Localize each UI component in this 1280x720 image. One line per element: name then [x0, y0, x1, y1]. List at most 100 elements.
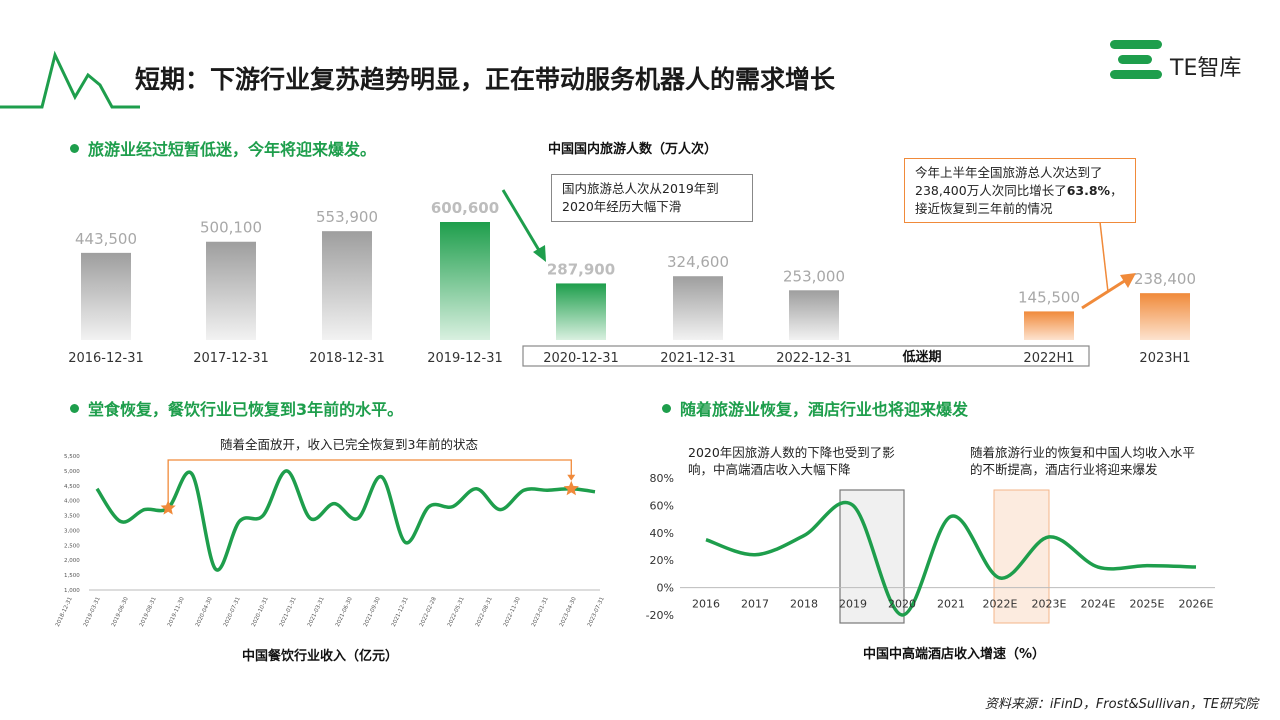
hotel-x-tick: 2021	[937, 598, 965, 611]
tourism-category-label: 2018-12-31	[309, 351, 385, 366]
tourism-bar	[81, 252, 131, 340]
tourism-recovery-callout: 今年上半年全国旅游总人次达到了238,400万人次同比增长了63.8%，接近恢复…	[904, 158, 1136, 223]
catering-x-tick: 2022-05-31	[447, 596, 466, 628]
source-note: 资料来源：iFinD，Frost&Sullivan，TE研究院	[984, 697, 1258, 712]
tourism-category-label: 2017-12-31	[193, 351, 269, 366]
tourism-decline-callout: 国内旅游总人次从2019年到2020年经历大幅下滑	[551, 174, 753, 222]
tourism-value-label: 253,000	[783, 267, 845, 285]
catering-x-tick: 2022-08-31	[475, 596, 494, 628]
hotel-rise-note: 随着旅游行业的恢复和中国人均收入水平的不断提高，酒店行业将迎来爆发	[970, 445, 1196, 477]
section-heading-hotel-text: 随着旅游业恢复，酒店行业也将迎来爆发	[680, 400, 969, 419]
recovery-arrow-icon	[567, 474, 576, 481]
tourism-growth-rate: 63.8%	[1066, 183, 1111, 198]
hotel-series-line	[705, 500, 1197, 617]
catering-x-tick: 2022-02-28	[419, 596, 438, 628]
tourism-value-label: 553,900	[316, 208, 378, 226]
hotel-drop-note: 2020年因旅游人数的下降也受到了影响，中高端酒店收入大幅下降	[688, 445, 895, 477]
catering-x-tick: 2021-01-31	[279, 596, 298, 628]
hotel-x-tick: 2022E	[983, 598, 1018, 611]
tourism-recovery-text-end: ，接近恢复到三年前的情况	[915, 183, 1123, 216]
low-period-label: 低迷期	[901, 349, 941, 365]
drop-period-box	[839, 489, 905, 624]
hotel-line-chart: 80% 60% 40% 20% 0% -20% 2016 2017 2018 2019 2020 20…	[646, 472, 1215, 624]
catering-x-tick: 2020-04-30	[195, 596, 214, 628]
hotel-y-tick: 40%	[650, 527, 674, 540]
hotel-y-tick: 80%	[650, 472, 674, 485]
bullet-dot-icon	[662, 404, 671, 413]
hotel-x-tick: 2023E	[1032, 598, 1067, 611]
catering-y-tick: 4,000	[64, 499, 80, 505]
catering-x-tick: 2018-12-31	[55, 596, 74, 628]
hotel-x-tick: 2025E	[1130, 598, 1165, 611]
callout-connector	[1099, 221, 1109, 293]
bullet-dot-icon	[70, 144, 79, 153]
catering-x-tick: 2019-08-31	[139, 596, 158, 628]
catering-x-tick: 2021-09-30	[363, 596, 382, 628]
rise-period-box	[993, 489, 1050, 624]
hotel-x-tick: 2016	[692, 598, 720, 611]
hotel-y-tick: -20%	[646, 609, 674, 622]
catering-x-tick: 2019-11-30	[167, 596, 186, 628]
catering-x-tick: 2021-03-31	[307, 596, 326, 628]
catering-y-tick: 4,500	[64, 484, 80, 490]
tourism-category-label: 2022-12-31	[776, 351, 852, 366]
catering-recovery-note: 随着全面放开，收入已完全恢复到3年前的状态	[220, 437, 478, 452]
hotel-y-tick: 20%	[650, 554, 674, 567]
highlight-star-icon	[160, 500, 176, 515]
catering-x-tick: 2019-06-30	[111, 596, 130, 628]
hotel-x-tick: 2018	[790, 598, 818, 611]
section-heading-hotel: 随着旅游业恢复，酒店行业也将迎来爆发	[662, 396, 968, 420]
page-title: 短期：下游行业复苏趋势明显，正在带动服务机器人的需求增长	[135, 65, 836, 94]
tourism-bar	[673, 276, 723, 340]
bullet-dot-icon	[70, 404, 79, 413]
tourism-bar	[322, 231, 372, 340]
catering-y-tick: 5,500	[64, 454, 80, 460]
catering-x-tick: 2021-12-31	[391, 596, 410, 628]
tourism-value-label: 145,500	[1018, 288, 1080, 306]
tourism-value-label: 238,400	[1134, 270, 1196, 288]
catering-line-chart: 5,500 5,000 4,500 4,000 3,500 3,000 2,500 2,000…	[55, 454, 606, 628]
chart-title-catering: 中国餐饮行业收入（亿元）	[242, 649, 399, 664]
tourism-bar	[206, 241, 256, 340]
tourism-value-label: 287,900	[547, 260, 615, 278]
catering-x-tick: 2019-03-31	[83, 596, 102, 628]
tourism-bar-chart: 低迷期 443,500 2016-12-31 500,100 2017-12-31 55…	[68, 189, 1196, 367]
hotel-x-tick: 2024E	[1081, 598, 1116, 611]
section-heading-tourism: 旅游业经过短暂低迷，今年将迎来爆发。	[70, 136, 376, 160]
growth-arrowhead-icon	[1120, 273, 1136, 288]
tourism-category-label: 2023H1	[1139, 351, 1190, 366]
section-heading-catering: 堂食恢复，餐饮行业已恢复到3年前的水平。	[70, 396, 403, 420]
catering-y-tick: 1,000	[64, 588, 80, 594]
tourism-bar	[1024, 311, 1074, 340]
brand-name: TE智库	[1170, 56, 1242, 81]
catering-x-tick: 2020-07-31	[223, 596, 242, 628]
hotel-y-tick: 0%	[657, 582, 674, 595]
growth-arrow	[1081, 278, 1127, 310]
catering-x-tick: 2020-10-31	[251, 596, 270, 628]
catering-x-tick: 2023-01-31	[531, 596, 550, 628]
tourism-category-label: 2021-12-31	[660, 351, 736, 366]
chart-title-tourism: 中国国内旅游人数（万人次）	[548, 142, 718, 157]
recovery-bracket	[167, 459, 572, 503]
header-pulse-line	[0, 50, 140, 109]
tourism-category-label: 2016-12-31	[68, 351, 144, 366]
highlight-star-icon	[563, 480, 579, 496]
catering-y-tick: 3,500	[64, 514, 80, 520]
brand-logo	[1110, 40, 1165, 80]
catering-y-tick: 2,000	[64, 558, 80, 564]
tourism-value-label: 324,600	[667, 253, 729, 271]
catering-y-tick: 3,000	[64, 528, 80, 534]
chart-title-hotel: 中国中高端酒店收入增速（%）	[863, 647, 1046, 662]
tourism-category-label: 2020-12-31	[543, 351, 619, 366]
decline-arrow	[501, 189, 542, 253]
tourism-value-label: 443,500	[75, 230, 137, 248]
hotel-x-tick: 2020	[888, 598, 916, 611]
catering-x-tick: 2023-04-30	[559, 596, 578, 628]
section-heading-catering-text: 堂食恢复，餐饮行业已恢复到3年前的水平。	[88, 400, 404, 419]
tourism-category-label: 2019-12-31	[427, 351, 503, 366]
tourism-category-label: 2022H1	[1023, 351, 1074, 366]
tourism-value-label: 500,100	[200, 219, 262, 237]
hotel-x-tick: 2026E	[1179, 598, 1214, 611]
catering-x-tick: 2023-07-31	[587, 596, 606, 628]
tourism-decline-callout-text: 国内旅游总人次从2019年到2020年经历大幅下滑	[562, 181, 719, 214]
